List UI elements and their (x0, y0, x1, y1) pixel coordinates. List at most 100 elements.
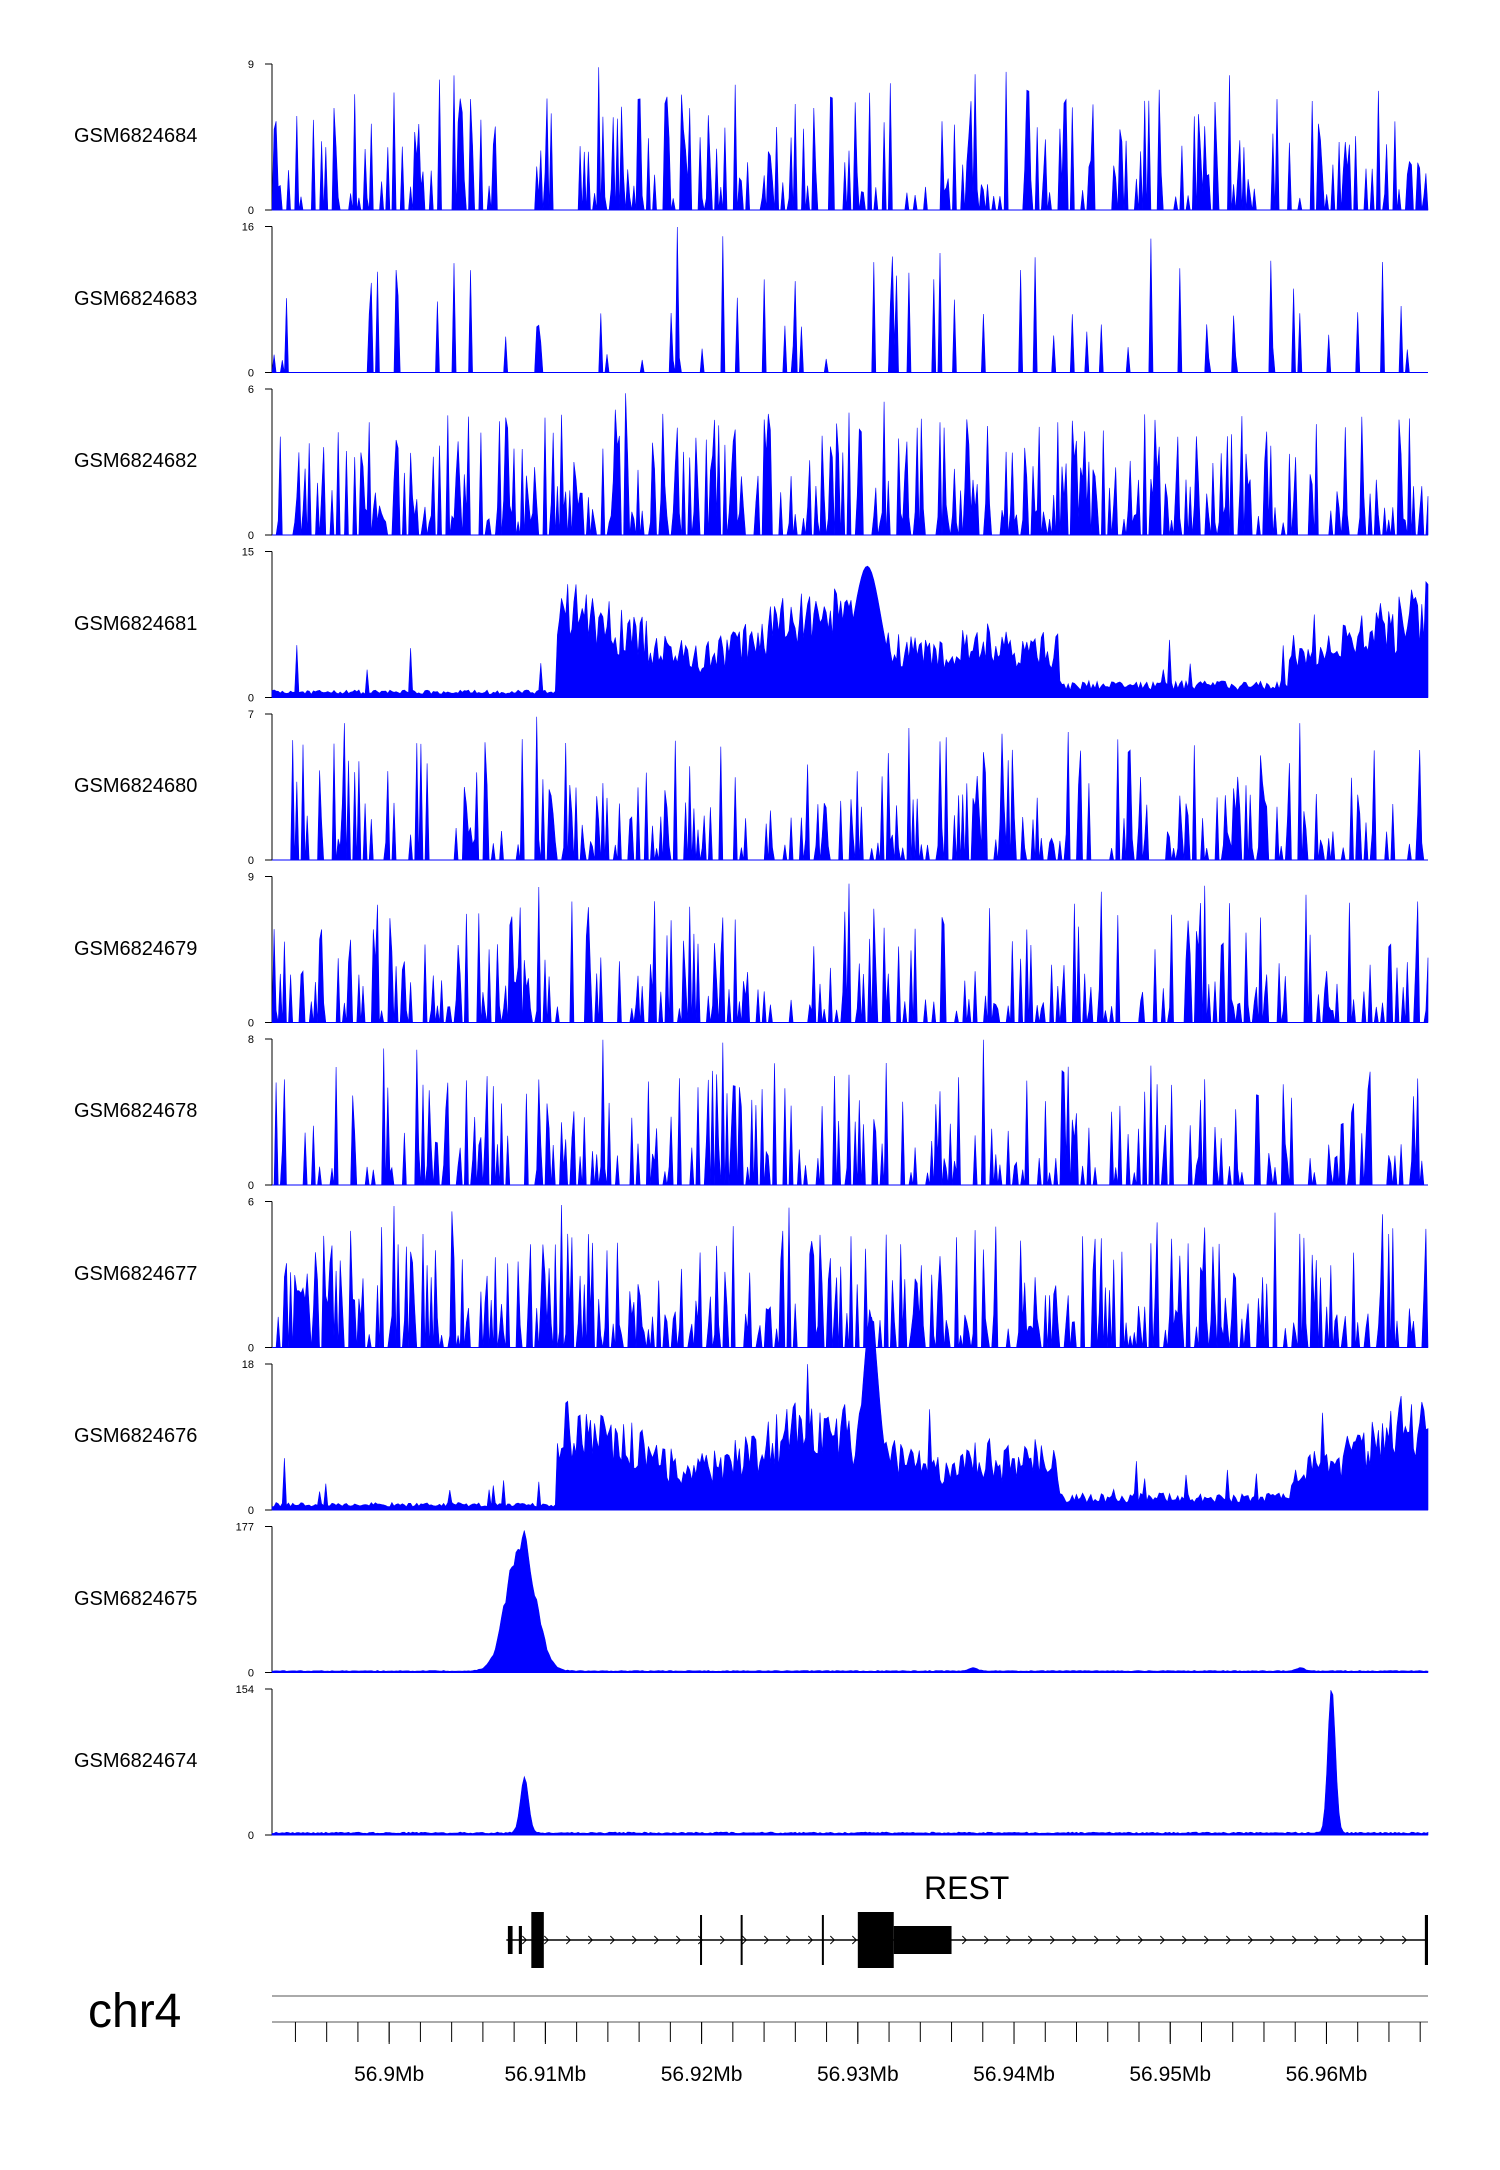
strand-arrow-icon (1379, 1935, 1386, 1945)
strand-arrow-icon (851, 1935, 858, 1945)
y-axis-min-label: 0 (248, 530, 254, 542)
track-label: GSM6824674 (74, 1750, 198, 1772)
y-axis-max-label: 16 (242, 222, 254, 234)
y-axis-max-label: 6 (248, 384, 254, 396)
track-label: GSM6824684 (74, 125, 198, 147)
track-label: GSM6824677 (74, 1262, 198, 1285)
y-axis-max-label: 154 (236, 1684, 254, 1696)
y-axis-max-label: 9 (248, 59, 254, 71)
strand-arrow-icon (983, 1935, 990, 1945)
strand-arrow-icon (1093, 1935, 1100, 1945)
y-axis-min-label: 0 (248, 693, 254, 705)
strand-arrow-icon (1203, 1935, 1210, 1945)
y-axis-max-label: 8 (248, 1034, 254, 1046)
strand-arrow-icon (1269, 1935, 1276, 1945)
track-label: GSM6824681 (74, 612, 198, 635)
strand-arrow-icon (675, 1935, 682, 1945)
track-label: GSM6824678 (74, 1100, 198, 1122)
y-axis-max-label: 9 (248, 872, 254, 884)
gene-exon (740, 1915, 743, 1965)
y-axis-min-label: 0 (248, 368, 254, 380)
strand-arrow-icon (807, 1935, 814, 1945)
track-label: GSM6824680 (74, 775, 198, 797)
coverage-area-GSM6824681 (271, 565, 1429, 698)
coverage-area-GSM6824675 (271, 1530, 1429, 1673)
y-axis-min-label: 0 (248, 1018, 254, 1030)
axis-tick-label: 56.96Mb (1286, 2063, 1368, 2086)
coverage-area-GSM6824676 (271, 1316, 1429, 1511)
strand-arrow-icon (961, 1935, 968, 1945)
y-axis-min-label: 0 (248, 1505, 254, 1517)
gene-exon (857, 1912, 894, 1968)
y-axis-min-label: 0 (248, 205, 254, 217)
y-axis-min-label: 0 (248, 1180, 254, 1192)
gene-name-label: REST (924, 1870, 1010, 1906)
strand-arrow-icon (719, 1935, 726, 1945)
strand-arrow-icon (521, 1935, 528, 1945)
gene-exon (1424, 1915, 1428, 1965)
strand-arrow-icon (1401, 1935, 1408, 1945)
y-axis-min-label: 0 (248, 1343, 254, 1355)
y-axis-max-label: 6 (248, 1197, 254, 1209)
strand-arrow-icon (1115, 1935, 1122, 1945)
strand-arrow-icon (1159, 1935, 1166, 1945)
y-axis-max-label: 15 (242, 547, 254, 559)
strand-arrow-icon (1071, 1935, 1078, 1945)
strand-arrow-icon (653, 1935, 660, 1945)
chromosome-label: chr4 (88, 1985, 182, 2038)
y-axis-min-label: 0 (248, 1830, 254, 1842)
strand-arrow-icon (631, 1935, 638, 1945)
strand-arrow-icon (543, 1935, 550, 1945)
axis-tick-label: 56.91Mb (505, 2063, 587, 2086)
strand-arrow-icon (763, 1935, 770, 1945)
coverage-area-GSM6824683 (271, 226, 1428, 373)
y-axis-min-label: 0 (248, 855, 254, 867)
gene-exon (531, 1912, 544, 1968)
axis-tick-label: 56.92Mb (661, 2063, 743, 2086)
strand-arrow-icon (1313, 1935, 1320, 1945)
y-axis-min-label: 0 (248, 1668, 254, 1680)
coverage-area-GSM6824680 (272, 716, 1428, 861)
strand-arrow-icon (1005, 1935, 1012, 1945)
y-axis-max-label: 177 (236, 1522, 254, 1534)
gene-exon (893, 1926, 952, 1954)
strand-arrow-icon (1291, 1935, 1298, 1945)
track-label: GSM6824682 (74, 450, 198, 472)
coverage-area-GSM6824677 (272, 1204, 1429, 1348)
coverage-area-GSM6824684 (271, 67, 1429, 211)
gene-exon (507, 1926, 513, 1954)
track-label: GSM6824676 (74, 1425, 198, 1447)
strand-arrow-icon (609, 1935, 616, 1945)
gene-exon (821, 1915, 824, 1965)
gene-exon (518, 1926, 522, 1954)
strand-arrow-icon (1181, 1935, 1188, 1945)
coverage-area-GSM6824679 (271, 883, 1429, 1023)
strand-arrow-icon (1137, 1935, 1144, 1945)
track-label: GSM6824675 (74, 1587, 198, 1610)
strand-arrow-icon (1049, 1935, 1056, 1945)
y-axis-max-label: 18 (242, 1359, 254, 1371)
axis-tick-label: 56.94Mb (973, 2063, 1055, 2086)
strand-arrow-icon (1247, 1935, 1254, 1945)
gene-exon (700, 1915, 703, 1965)
strand-arrow-icon (785, 1935, 792, 1945)
strand-arrow-icon (1225, 1935, 1232, 1945)
strand-arrow-icon (587, 1935, 594, 1945)
axis-tick-label: 56.93Mb (817, 2063, 899, 2086)
strand-arrow-icon (565, 1935, 572, 1945)
track-label: GSM6824683 (74, 287, 198, 310)
axis-tick-label: 56.9Mb (354, 2063, 424, 2086)
strand-arrow-icon (741, 1935, 748, 1945)
axis-tick-label: 56.95Mb (1129, 2063, 1211, 2086)
coverage-area-GSM6824682 (272, 393, 1429, 536)
y-axis-max-label: 7 (248, 709, 254, 721)
coverage-area-GSM6824674 (271, 1690, 1429, 1836)
track-label: GSM6824679 (74, 937, 198, 960)
coverage-area-GSM6824678 (272, 1039, 1428, 1186)
strand-arrow-icon (1335, 1935, 1342, 1945)
strand-arrow-icon (1027, 1935, 1034, 1945)
strand-arrow-icon (829, 1935, 836, 1945)
strand-arrow-icon (697, 1935, 704, 1945)
strand-arrow-icon (1357, 1935, 1364, 1945)
